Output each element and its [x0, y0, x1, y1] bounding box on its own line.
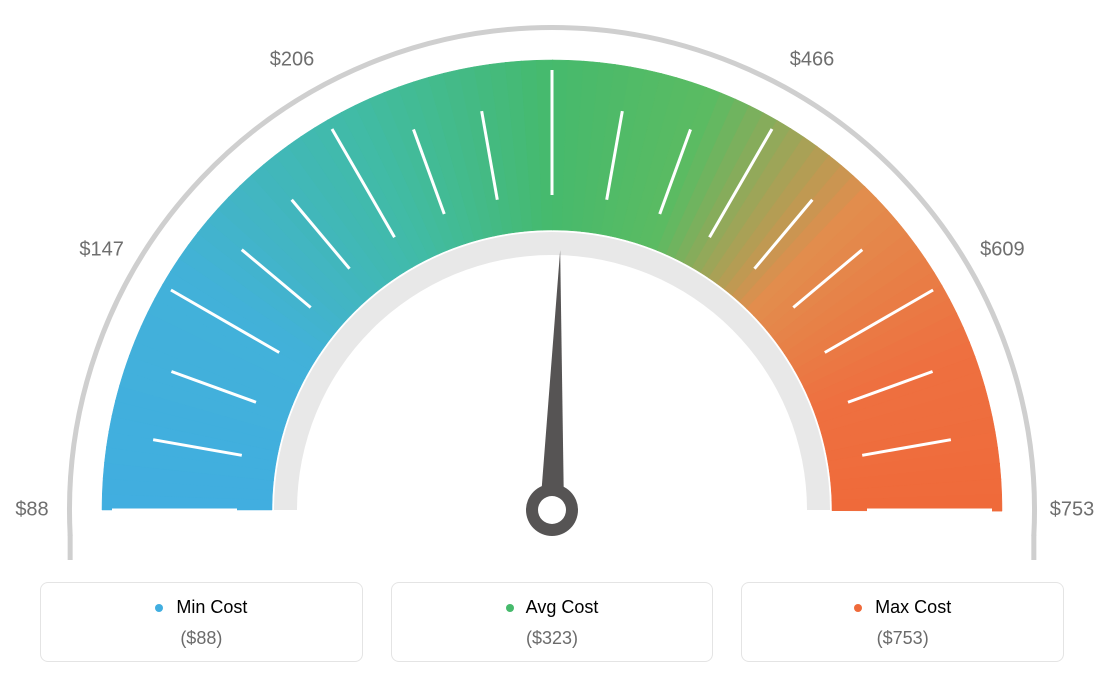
- gauge-tick-label: $323: [530, 0, 575, 2]
- legend-card-max: Max Cost ($753): [741, 582, 1064, 662]
- gauge-tick-label: $206: [270, 48, 315, 71]
- gauge-area: $88 $147 $206 $323 $466 $609 $753: [0, 0, 1104, 560]
- legend-label-max: Max Cost: [875, 597, 951, 617]
- legend-card-min: Min Cost ($88): [40, 582, 363, 662]
- legend-value-max: ($753): [752, 628, 1053, 649]
- legend-value-avg: ($323): [402, 628, 703, 649]
- gauge-tick-label: $753: [1050, 499, 1095, 522]
- legend-label-avg: Avg Cost: [526, 597, 599, 617]
- legend-bullet-max: [854, 604, 862, 612]
- legend-title-max: Max Cost: [752, 597, 1053, 618]
- legend-row: Min Cost ($88) Avg Cost ($323) Max Cost …: [40, 582, 1064, 662]
- legend-label-min: Min Cost: [176, 597, 247, 617]
- gauge-tick-label: $88: [15, 499, 48, 522]
- gauge-svg: [0, 0, 1104, 560]
- legend-value-min: ($88): [51, 628, 352, 649]
- legend-title-min: Min Cost: [51, 597, 352, 618]
- legend-bullet-avg: [506, 604, 514, 612]
- chart-container: $88 $147 $206 $323 $466 $609 $753 Min Cost ($8…: [0, 0, 1104, 690]
- legend-title-avg: Avg Cost: [402, 597, 703, 618]
- gauge-tick-label: $466: [790, 48, 835, 71]
- legend-card-avg: Avg Cost ($323): [391, 582, 714, 662]
- gauge-tick-label: $147: [79, 239, 124, 262]
- legend-bullet-min: [155, 604, 163, 612]
- gauge-tick-label: $609: [980, 239, 1025, 262]
